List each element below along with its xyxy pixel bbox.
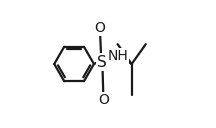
Text: O: O <box>98 93 109 107</box>
Text: O: O <box>94 20 105 35</box>
Text: S: S <box>97 55 107 70</box>
Text: NH: NH <box>107 49 128 63</box>
